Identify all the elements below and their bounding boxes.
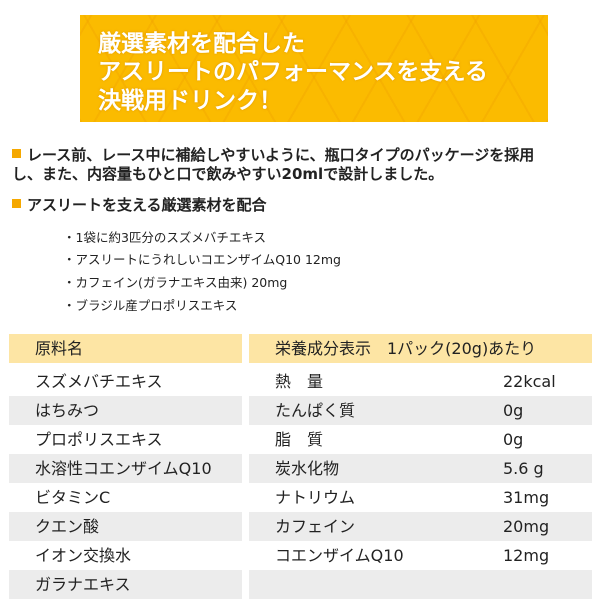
banner-line: 決戦用ドリンク！ — [98, 88, 282, 114]
nutrient-name: ナトリウム — [275, 488, 356, 507]
nutrition-row — [249, 570, 592, 599]
ingredient-row: クエン酸 — [9, 512, 242, 541]
ingredient-name: スズメバチエキス — [35, 372, 163, 391]
nutrient-value: 0g — [503, 430, 524, 449]
ingredient-row: ビタミンC — [9, 483, 242, 512]
headline-2: アスリートを支える厳選素材を配合 — [12, 196, 592, 215]
nutrition-row: ナトリウム 31mg — [249, 483, 592, 512]
headline-1: レース前、レース中に補給しやすいように、瓶口タイプのパッケージを採用 し、また、… — [12, 146, 535, 183]
banner-line: 厳選素材を配合した — [98, 31, 305, 57]
nutrient-value: 31mg — [503, 488, 550, 507]
nutrient-name: カフェイン — [275, 517, 356, 536]
ingredient-row: プロポリスエキス — [9, 425, 242, 454]
nutrient-value: 20mg — [503, 517, 550, 536]
nutrient-name: 熱 量 — [275, 372, 324, 391]
nutrient-value: 22kcal — [503, 372, 556, 391]
ingredient-name: はちみつ — [35, 401, 100, 420]
nutrition-row: 脂 質 0g — [249, 425, 592, 454]
ingredient-row: スズメバチエキス — [9, 367, 242, 396]
banner-line: アスリートのパフォーマンスを支える — [98, 59, 488, 85]
bullet-square-icon — [12, 199, 21, 208]
nutrient-value: 0g — [503, 401, 524, 420]
ingredient-row: ガラナエキス — [9, 570, 242, 599]
bullet-square-icon — [12, 149, 21, 158]
ingredient-name: プロポリスエキス — [35, 430, 163, 449]
ingredient-name: ビタミンC — [35, 488, 111, 507]
nutrition-row: カフェイン 20mg — [249, 512, 592, 541]
ingredient-row: イオン交換水 — [9, 541, 242, 570]
feature-item: ・ブラジル産プロポリスエキス — [63, 298, 238, 313]
nutrition-header: 栄養成分表示 1パック(20g)あたり — [249, 334, 592, 363]
ingredient-name: イオン交換水 — [35, 546, 132, 565]
nutrient-name: たんぱく質 — [275, 401, 356, 420]
ingredient-name: 水溶性コエンザイムQ10 — [35, 459, 212, 478]
hero-banner: 厳選素材を配合した アスリートのパフォーマンスを支える 決戦用ドリンク！ — [80, 15, 548, 122]
nutrition-row: コエンザイムQ10 12mg — [249, 541, 592, 570]
feature-item: ・アスリートにうれしいコエンザイムQ10 12mg — [63, 252, 341, 267]
feature-item: ・1袋に約3匹分のスズメバチエキス — [63, 230, 267, 245]
ingredient-row: 水溶性コエンザイムQ10 — [9, 454, 242, 483]
nutrition-row: 炭水化物 5.6 g — [249, 454, 592, 483]
ingredient-name: ガラナエキス — [35, 575, 131, 594]
ingredient-name: クエン酸 — [35, 517, 100, 536]
feature-item: ・カフェイン(ガラナエキス由来) 20mg — [63, 275, 288, 290]
nutrient-name: コエンザイムQ10 — [275, 546, 404, 565]
nutrition-row: 熱 量 22kcal — [249, 367, 592, 396]
nutrient-name: 炭水化物 — [275, 459, 340, 478]
nutrient-name: 脂 質 — [275, 430, 324, 449]
header-label: 原料名 — [35, 339, 84, 358]
nutrition-row: たんぱく質 0g — [249, 396, 592, 425]
nutrient-value: 12mg — [503, 546, 550, 565]
header-label: 栄養成分表示 1パック(20g)あたり — [275, 339, 537, 358]
nutrient-value: 5.6 g — [503, 459, 544, 478]
ingredient-row: はちみつ — [9, 396, 242, 425]
ingredients-header: 原料名 — [9, 334, 242, 363]
